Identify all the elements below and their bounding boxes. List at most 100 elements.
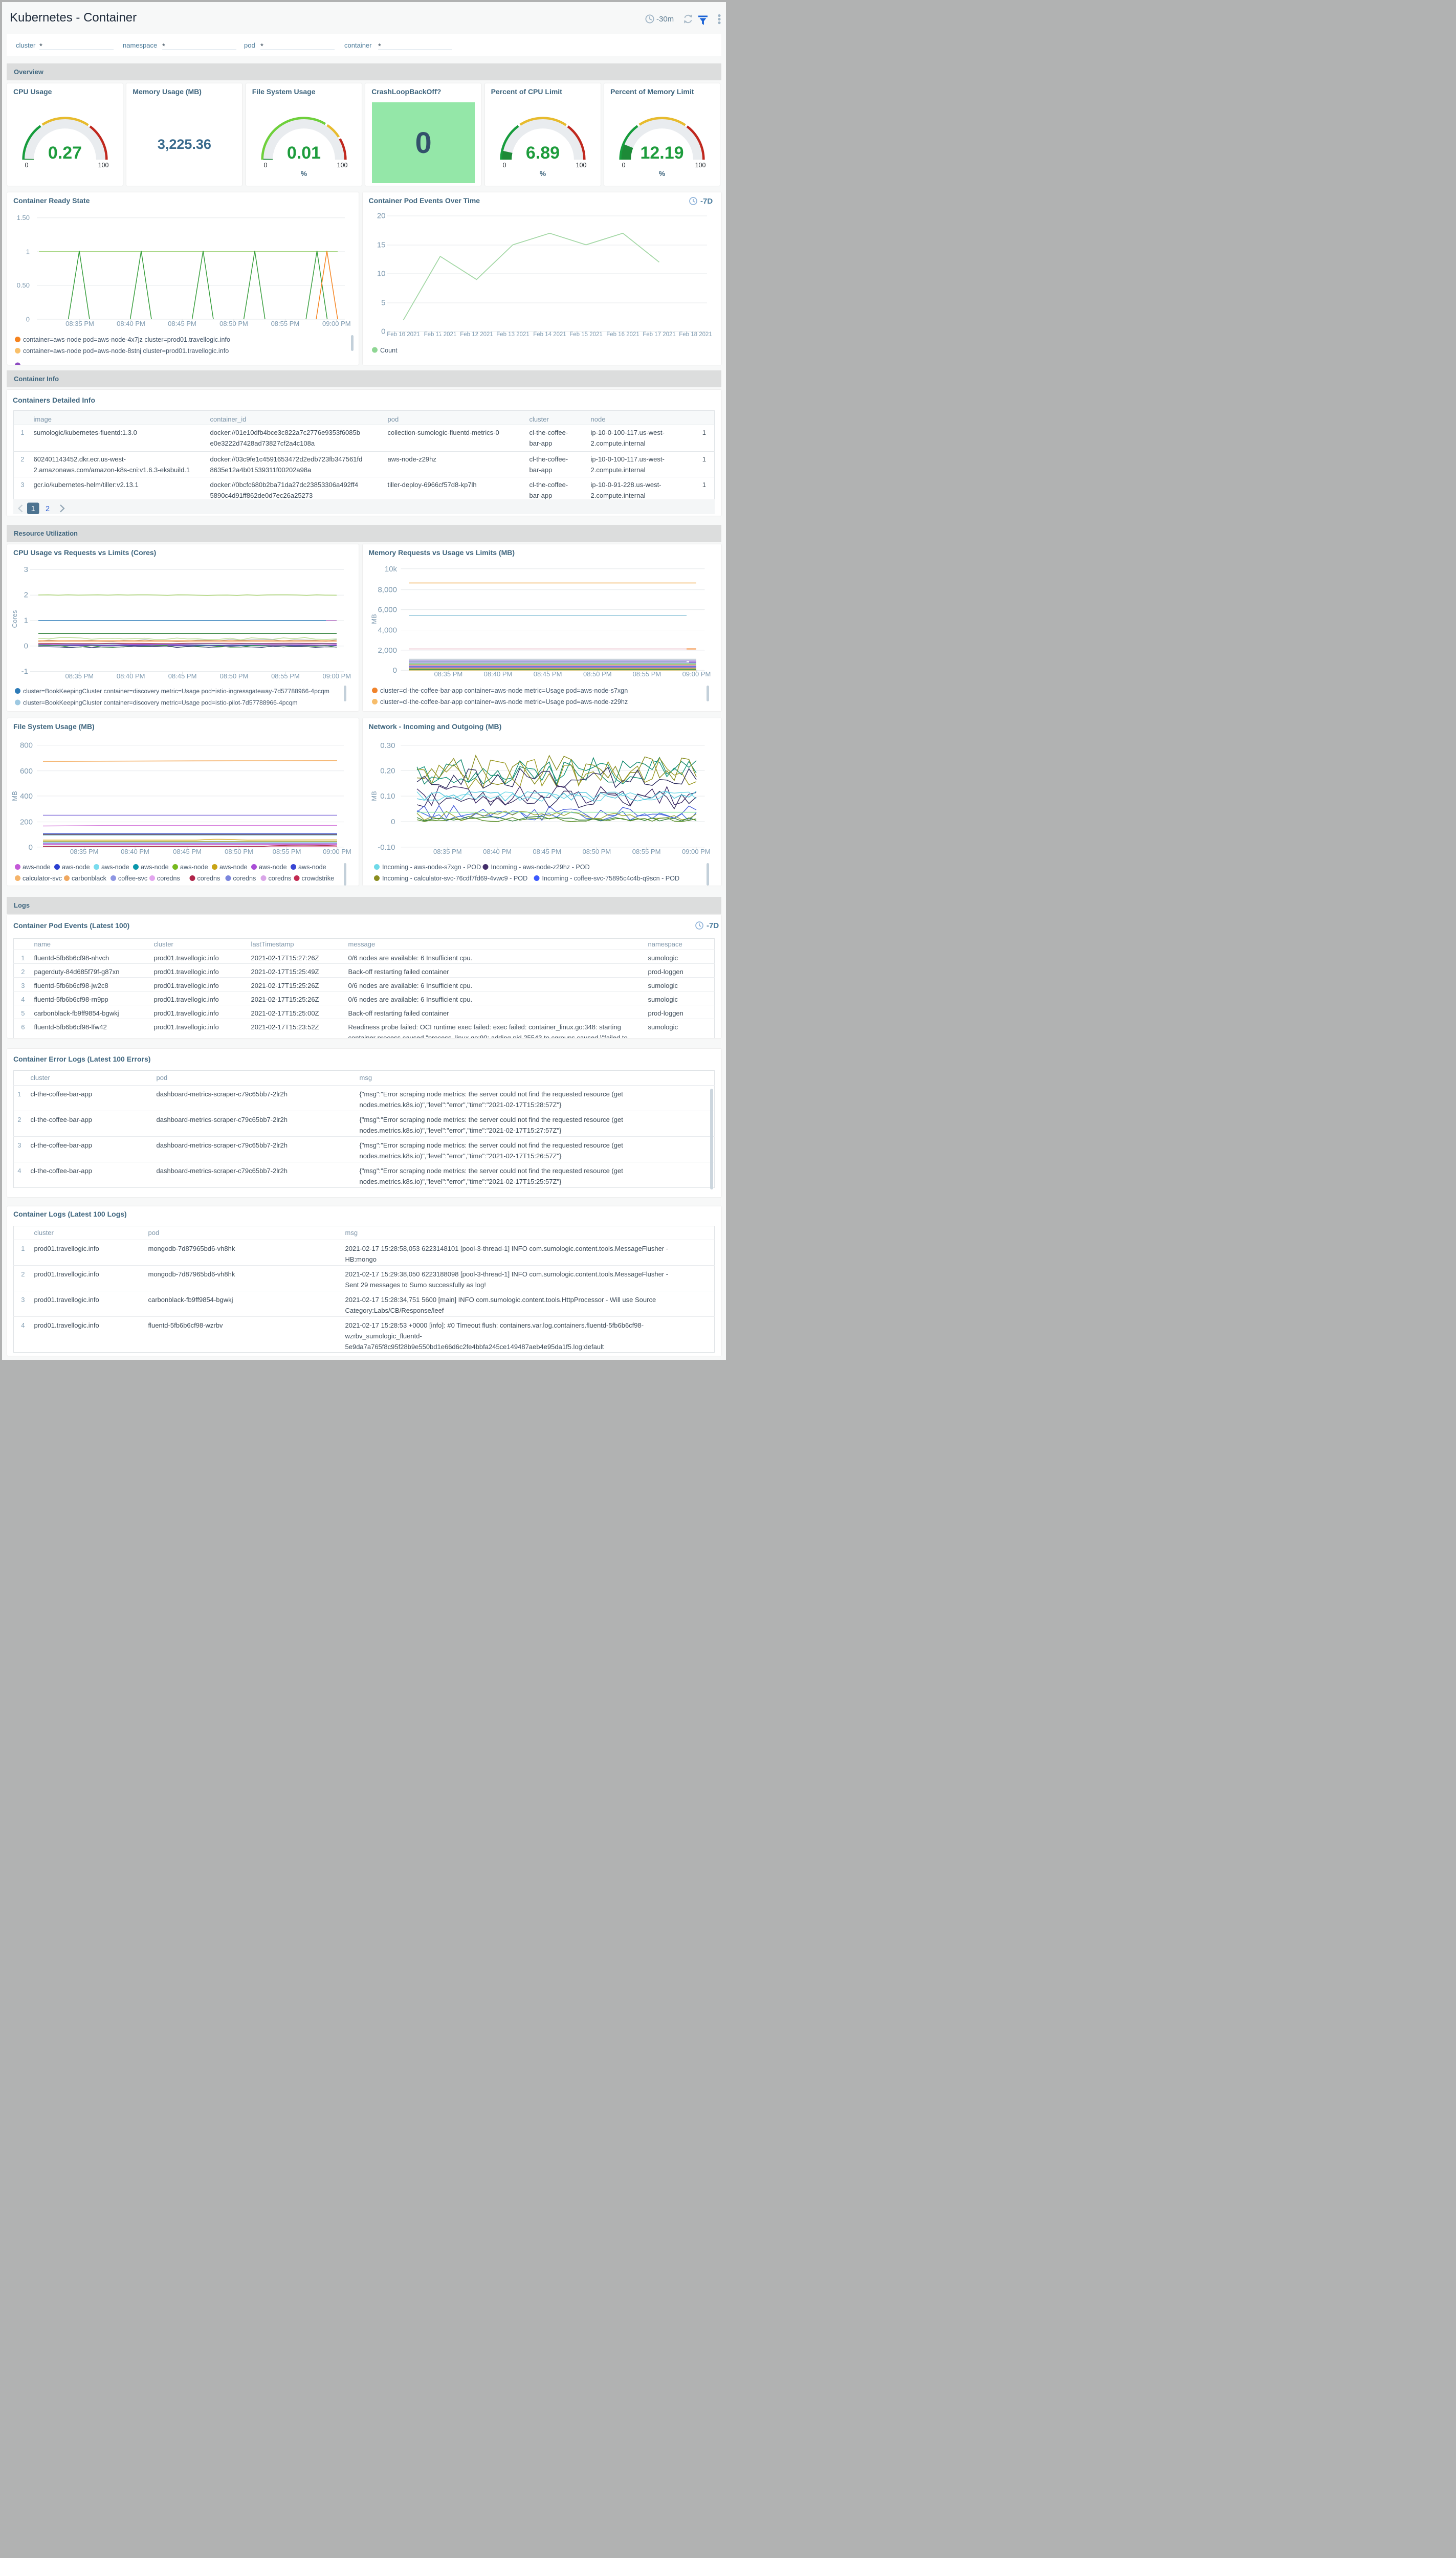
svg-text:-7D: -7D: [707, 921, 719, 930]
svg-text:2: 2: [46, 505, 50, 513]
svg-text:0: 0: [24, 642, 28, 650]
svg-text:20: 20: [377, 212, 385, 220]
svg-text:0.27: 0.27: [48, 143, 82, 163]
svg-text:100: 100: [98, 162, 109, 169]
svg-text:0: 0: [29, 843, 33, 852]
svg-text:08:45 PM: 08:45 PM: [168, 320, 196, 327]
svg-text:0.20: 0.20: [380, 766, 395, 775]
svg-text:600: 600: [20, 767, 33, 776]
svg-text:08:55 PM: 08:55 PM: [632, 848, 660, 855]
svg-text:Feb 10 2021: Feb 10 2021: [387, 332, 420, 338]
svg-text:08:40 PM: 08:40 PM: [121, 848, 149, 855]
svg-text:MB: MB: [370, 791, 378, 801]
svg-text:09:00 PM: 09:00 PM: [322, 672, 351, 680]
svg-text:Feb 17 2021: Feb 17 2021: [643, 332, 676, 338]
svg-text:MB: MB: [370, 614, 378, 624]
svg-text:08:45 PM: 08:45 PM: [533, 670, 562, 678]
svg-text:08:55 PM: 08:55 PM: [273, 848, 301, 855]
svg-text:08:45 PM: 08:45 PM: [168, 672, 197, 680]
svg-text:container=aws-node pod=aws-nod: container=aws-node pod=aws-node-8stnj cl…: [23, 347, 229, 355]
svg-text:-7D: -7D: [700, 197, 713, 206]
svg-text:0: 0: [622, 162, 626, 169]
svg-text:aws-node: aws-node: [219, 864, 248, 871]
svg-text:800: 800: [20, 741, 33, 750]
svg-text:coredns: coredns: [197, 875, 220, 882]
svg-text:8,000: 8,000: [378, 586, 397, 594]
svg-text:MB: MB: [11, 791, 18, 801]
svg-text:-30m: -30m: [656, 15, 674, 24]
svg-text:0.01: 0.01: [287, 143, 321, 163]
svg-text:400: 400: [20, 792, 33, 801]
svg-text:Feb 13 2021: Feb 13 2021: [496, 332, 530, 338]
svg-text:aws-node: aws-node: [180, 864, 208, 871]
svg-text:cluster=cl-the-coffee-bar-app: cluster=cl-the-coffee-bar-app container=…: [380, 687, 628, 694]
svg-text:crowdstrike: crowdstrike: [302, 875, 335, 882]
svg-text:08:50 PM: 08:50 PM: [220, 672, 249, 680]
svg-text:100: 100: [337, 162, 347, 169]
svg-text:09:00 PM: 09:00 PM: [323, 848, 351, 855]
svg-text:%: %: [301, 169, 307, 178]
svg-text:08:50 PM: 08:50 PM: [582, 848, 611, 855]
svg-text:08:40 PM: 08:40 PM: [117, 320, 145, 327]
svg-text:Incoming - calculator-svc-76cd: Incoming - calculator-svc-76cdf7fd69-4vw…: [382, 875, 527, 882]
svg-text:09:00 PM: 09:00 PM: [682, 670, 711, 678]
svg-text:0.10: 0.10: [380, 792, 395, 801]
svg-text:coredns: coredns: [269, 875, 292, 882]
svg-text:08:40 PM: 08:40 PM: [117, 672, 145, 680]
svg-text:aws-node: aws-node: [101, 864, 129, 871]
svg-text:aws-node: aws-node: [23, 864, 51, 871]
svg-text:08:50 PM: 08:50 PM: [225, 848, 253, 855]
svg-text:3: 3: [24, 565, 28, 574]
svg-text:0: 0: [263, 162, 267, 169]
svg-text:%: %: [539, 169, 546, 178]
svg-text:12.19: 12.19: [640, 143, 683, 163]
svg-text:coredns: coredns: [157, 875, 180, 882]
svg-text:1: 1: [24, 616, 28, 625]
svg-text:08:40 PM: 08:40 PM: [483, 848, 512, 855]
svg-text:2,000: 2,000: [378, 646, 397, 655]
svg-text:08:45 PM: 08:45 PM: [533, 848, 561, 855]
svg-text:%: %: [659, 169, 666, 178]
svg-text:Feb 18 2021: Feb 18 2021: [679, 332, 712, 338]
svg-text:09:00 PM: 09:00 PM: [322, 320, 351, 327]
svg-text:08:45 PM: 08:45 PM: [173, 848, 202, 855]
svg-text:08:35 PM: 08:35 PM: [434, 670, 462, 678]
svg-text:cluster=BookKeepingCluster con: cluster=BookKeepingCluster container=dis…: [23, 699, 298, 707]
svg-text:coffee-svc: coffee-svc: [118, 875, 147, 882]
svg-text:1: 1: [31, 505, 35, 513]
svg-text:aws-node: aws-node: [141, 864, 169, 871]
svg-text:coredns: coredns: [233, 875, 256, 882]
svg-text:1: 1: [26, 248, 30, 256]
svg-text:Feb 15 2021: Feb 15 2021: [569, 332, 603, 338]
svg-text:container=aws-node pod=aws-nod: container=aws-node pod=aws-node-4x7jz cl…: [23, 336, 230, 343]
svg-text:aws-node: aws-node: [298, 864, 326, 871]
svg-text:08:50 PM: 08:50 PM: [583, 670, 611, 678]
svg-text:-1: -1: [21, 667, 28, 676]
svg-text:0.50: 0.50: [17, 281, 30, 289]
svg-text:Incoming - aws-node-z29hz - PO: Incoming - aws-node-z29hz - POD: [491, 864, 589, 871]
svg-text:Count: Count: [380, 347, 398, 354]
svg-text:Feb 12 2021: Feb 12 2021: [460, 332, 493, 338]
svg-text:08:55 PM: 08:55 PM: [632, 670, 661, 678]
svg-text:15: 15: [377, 241, 385, 250]
svg-text:08:40 PM: 08:40 PM: [483, 670, 512, 678]
svg-text:100: 100: [576, 162, 586, 169]
svg-text:cluster=BookKeepingCluster con: cluster=BookKeepingCluster container=dis…: [23, 688, 329, 695]
svg-text:2: 2: [24, 591, 28, 600]
svg-text:08:35 PM: 08:35 PM: [70, 848, 99, 855]
svg-text:08:50 PM: 08:50 PM: [219, 320, 248, 327]
svg-text:0: 0: [381, 327, 385, 336]
svg-text:Cores: Cores: [11, 610, 18, 628]
svg-text:aws-node: aws-node: [62, 864, 90, 871]
svg-text:0.30: 0.30: [380, 741, 395, 750]
svg-text:200: 200: [20, 818, 33, 827]
svg-text:100: 100: [695, 162, 706, 169]
svg-text:08:35 PM: 08:35 PM: [433, 848, 461, 855]
svg-text:08:35 PM: 08:35 PM: [65, 320, 94, 327]
svg-text:10k: 10k: [384, 565, 397, 574]
svg-text:6.89: 6.89: [526, 143, 560, 163]
svg-text:calculator-svc: calculator-svc: [23, 875, 62, 882]
svg-text:cluster=cl-the-coffee-bar-app: cluster=cl-the-coffee-bar-app container=…: [380, 698, 628, 705]
svg-text:08:55 PM: 08:55 PM: [271, 672, 300, 680]
svg-text:08:55 PM: 08:55 PM: [271, 320, 300, 327]
